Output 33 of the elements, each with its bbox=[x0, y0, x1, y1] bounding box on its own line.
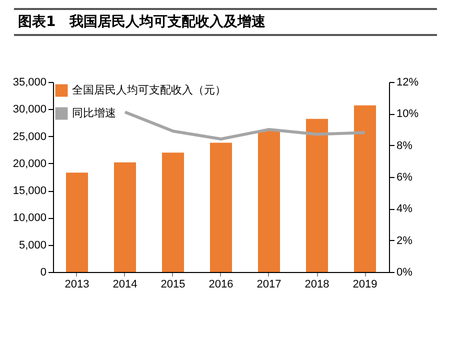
y2-tick-label: 4% bbox=[396, 203, 413, 216]
y-tick-label: 10,000 bbox=[12, 212, 46, 224]
chart-title: 图表1 我国居民人均可支配收入及增速 bbox=[14, 8, 437, 36]
x-tick-label: 2019 bbox=[352, 278, 378, 290]
y-tick-label: 20,000 bbox=[12, 158, 46, 170]
y-tick-label: 15,000 bbox=[12, 185, 46, 198]
bar bbox=[354, 105, 376, 272]
legend-label: 全国居民人均可支配收入（元） bbox=[72, 84, 226, 96]
bar bbox=[306, 118, 328, 272]
line-series bbox=[124, 110, 366, 140]
y2-tick-label: 6% bbox=[396, 172, 413, 184]
bar bbox=[258, 130, 280, 272]
x-tick-label: 2014 bbox=[112, 278, 138, 290]
y2-tick-label: 12% bbox=[396, 76, 419, 88]
bar bbox=[162, 152, 184, 272]
bar bbox=[66, 172, 88, 272]
y-tick-label: 5,000 bbox=[18, 239, 46, 252]
x-tick-label: 2015 bbox=[160, 278, 186, 290]
legend-label: 同比增速 bbox=[72, 106, 116, 120]
x-tick-label: 2018 bbox=[304, 278, 330, 290]
y2-tick-label: 0% bbox=[396, 266, 413, 278]
y-tick-label: 25,000 bbox=[12, 130, 46, 143]
y2-tick-label: 8% bbox=[396, 140, 413, 152]
y-tick-label: 30,000 bbox=[12, 104, 46, 116]
bar bbox=[210, 142, 232, 272]
x-tick-label: 2017 bbox=[256, 278, 282, 290]
bar bbox=[114, 162, 136, 272]
y2-tick-label: 10% bbox=[396, 108, 419, 120]
y-tick-label: 35,000 bbox=[12, 76, 46, 88]
x-tick-label: 2016 bbox=[208, 278, 234, 290]
x-tick-label: 2013 bbox=[64, 278, 90, 290]
y-tick-label: 0 bbox=[40, 266, 46, 278]
y2-tick-label: 2% bbox=[396, 234, 413, 247]
